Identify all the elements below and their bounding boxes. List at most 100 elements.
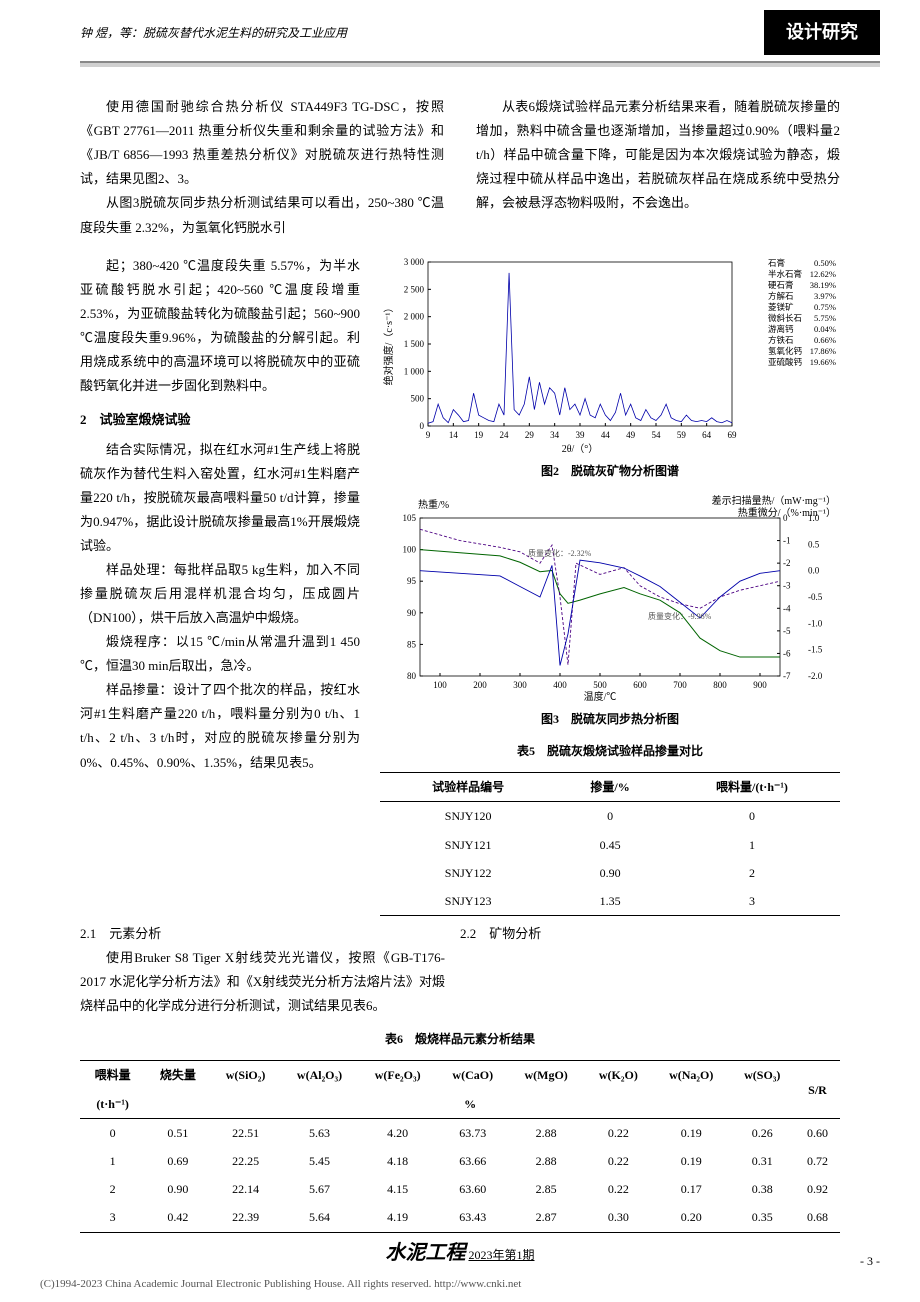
svg-text:38.19%: 38.19% [810,280,836,290]
table-6-caption: 表6 煅烧样品元素分析结果 [0,1028,920,1050]
svg-text:半水石膏: 半水石膏 [768,269,802,279]
svg-text:温度/℃: 温度/℃ [584,690,617,702]
svg-text:95: 95 [407,576,417,586]
svg-text:差示扫描量热/（mW·mg⁻¹）: 差示扫描量热/（mW·mg⁻¹） [712,494,836,507]
svg-text:17.86%: 17.86% [810,346,836,356]
svg-text:热重微分/（%·min⁻¹）: 热重微分/（%·min⁻¹） [738,506,836,519]
svg-text:19.66%: 19.66% [810,357,836,367]
svg-text:氢氧化钙: 氢氧化钙 [768,346,803,356]
svg-text:2 500: 2 500 [404,284,425,294]
table-5: 试验样品编号掺量/%喂料量/(t·h⁻¹)SNJY12000SNJY1210.4… [380,772,840,916]
svg-text:-1.5: -1.5 [808,644,823,654]
heading-2: 2 试验室煅烧试验 [80,408,360,432]
svg-text:69: 69 [728,430,738,440]
svg-text:0.50%: 0.50% [814,258,836,268]
svg-text:24: 24 [500,430,510,440]
svg-text:0.04%: 0.04% [814,324,836,334]
svg-text:400: 400 [553,680,567,690]
svg-text:硬石膏: 硬石膏 [768,280,794,290]
svg-text:59: 59 [677,430,687,440]
svg-text:0.75%: 0.75% [814,302,836,312]
svg-text:-3: -3 [783,580,791,590]
svg-text:方铁石: 方铁石 [768,335,794,345]
svg-text:-4: -4 [783,603,791,613]
para-2r: 从表6煅烧试验样品元素分析结果来看，随着脱硫灰掺量的增加，熟料中硫含量也逐渐增加… [476,95,840,215]
svg-text:90: 90 [407,608,417,618]
svg-text:9: 9 [426,430,431,440]
svg-text:2 000: 2 000 [404,311,425,321]
table-5-caption: 表5 脱硫灰煅烧试验样品掺量对比 [380,740,840,762]
svg-text:菱镁矿: 菱镁矿 [768,302,794,312]
svg-text:亚硫酸钙: 亚硫酸钙 [768,357,803,367]
figure-3-caption: 图3 脱硫灰同步热分析图 [380,708,840,730]
svg-text:54: 54 [652,430,662,440]
svg-text:-6: -6 [783,648,791,658]
svg-text:-1.0: -1.0 [808,618,823,628]
para-7: 样品掺量：设计了四个批次的样品，按红水河#1生料磨产量220 t/h，喂料量分别… [80,678,360,774]
svg-text:500: 500 [411,393,425,403]
svg-text:-7: -7 [783,671,791,681]
svg-text:2θ/（°）: 2θ/（°） [562,443,599,454]
svg-text:石膏: 石膏 [768,258,785,268]
svg-text:-0.5: -0.5 [808,592,823,602]
figure-2-caption: 图2 脱硫灰矿物分析图谱 [380,460,840,482]
svg-text:质量变化：-2.32%: 质量变化：-2.32% [528,548,592,558]
svg-text:0.5: 0.5 [808,539,820,549]
para-8: 使用Bruker S8 Tiger X射线荧光光谱仪，按照《GB-T176-20… [80,946,445,1018]
figure-2-chart: 05001 0001 5002 0002 5003 00091419242934… [380,254,840,454]
para-3: 起；380~420 ℃温度段失重 5.57%，为半水亚硫酸钙脱水引起；420~5… [80,254,360,398]
svg-text:34: 34 [550,430,560,440]
para-6: 煅烧程序：以15 ℃/min从常温升温到1 450 ℃，恒温30 min后取出，… [80,630,360,678]
footer: 水泥工程 2023年第1期 [0,1235,920,1272]
para-4: 结合实际情况，拟在红水河#1生产线上将脱硫灰作为替代生料入窑处置，红水河#1生料… [80,438,360,558]
svg-text:300: 300 [513,680,527,690]
svg-text:方解石: 方解石 [768,291,794,301]
heading-2-1: 2.1 元素分析 [80,926,161,941]
svg-text:64: 64 [702,430,712,440]
header-citation: 钟 煜，等：脱硫灰替代水泥生料的研究及工业应用 [80,22,347,44]
svg-text:14: 14 [449,430,459,440]
svg-text:100: 100 [403,544,417,554]
svg-text:800: 800 [713,680,727,690]
svg-text:-2.0: -2.0 [808,671,823,681]
svg-text:500: 500 [593,680,607,690]
svg-text:0.0: 0.0 [808,565,820,575]
svg-text:游离钙: 游离钙 [768,324,794,334]
svg-text:3 000: 3 000 [404,257,425,267]
svg-text:80: 80 [407,671,417,681]
svg-text:0.66%: 0.66% [814,335,836,345]
figure-3-chart: 80859095100105-7-6-5-4-3-2-10-2.0-1.5-1.… [380,492,840,702]
para-5: 样品处理：每批样品取5 kg生料，加入不同掺量脱硫灰后用混样机混合均匀，压成圆片… [80,558,360,630]
copyright: (C)1994-2023 China Academic Journal Elec… [40,1274,521,1294]
svg-text:900: 900 [753,680,767,690]
svg-text:微斜长石: 微斜长石 [768,313,802,323]
svg-text:热重/%: 热重/% [418,498,449,511]
svg-text:105: 105 [403,513,417,523]
svg-text:1 000: 1 000 [404,366,425,376]
svg-text:200: 200 [473,680,487,690]
svg-text:19: 19 [474,430,484,440]
svg-text:39: 39 [576,430,586,440]
svg-text:-2: -2 [783,558,791,568]
header-badge: 设计研究 [764,10,880,55]
svg-text:600: 600 [633,680,647,690]
heading-2-2: 2.2 矿物分析 [460,922,840,946]
svg-text:12.62%: 12.62% [810,269,836,279]
svg-text:-5: -5 [783,626,791,636]
svg-text:1 500: 1 500 [404,339,425,349]
svg-text:绝对强度/（c·s⁻¹）: 绝对强度/（c·s⁻¹） [382,302,395,385]
svg-text:700: 700 [673,680,687,690]
svg-text:85: 85 [407,639,417,649]
svg-text:49: 49 [626,430,636,440]
svg-text:44: 44 [601,430,611,440]
svg-text:-1: -1 [783,535,791,545]
svg-text:3.97%: 3.97% [814,291,836,301]
page-number: - 3 - [860,1250,880,1272]
footer-brand: 水泥工程 [385,1242,465,1264]
para-1: 使用德国耐驰综合热分析仪 STA449F3 TG-DSC，按照《GBT 2776… [80,95,444,191]
para-2: 从图3脱硫灰同步热分析测试结果可以看出，250~380 ℃温度段失重 2.32%… [80,191,444,239]
svg-text:0: 0 [420,421,425,431]
svg-text:100: 100 [433,680,447,690]
svg-text:质量变化：-9.96%: 质量变化：-9.96% [648,611,712,621]
footer-issue: 2023年第1期 [468,1248,534,1262]
